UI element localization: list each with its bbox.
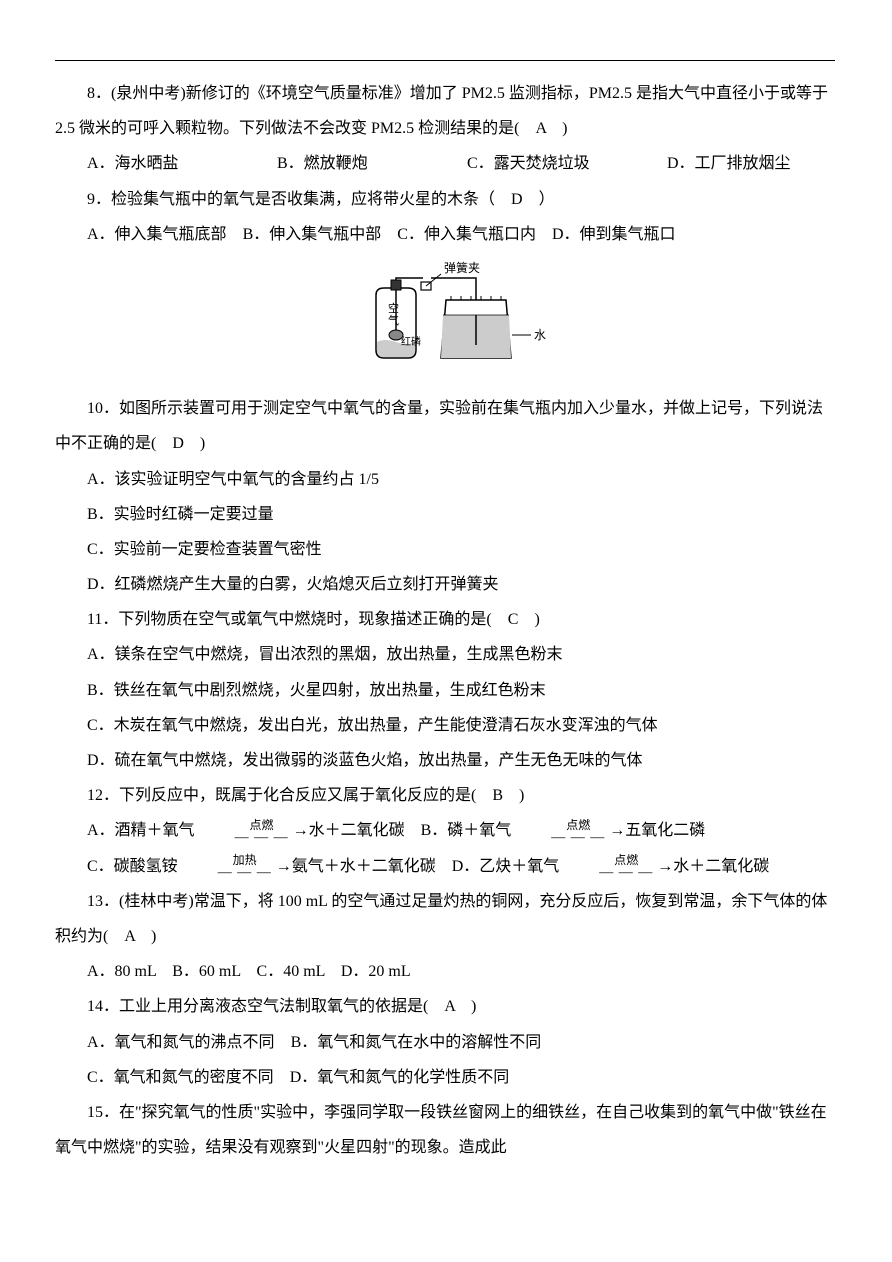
q8-source: (泉州中考) [111, 85, 186, 102]
apparatus-svg: 弹簧夹 空 气 红磷 水 [336, 260, 556, 370]
q11-number: 11． [87, 611, 118, 628]
q8-opt-d: D．工厂排放烟尘 [635, 146, 791, 181]
q9-number: 9． [87, 191, 111, 208]
q11-opt-d: D．硫在氧气中燃烧，发出微弱的淡蓝色火焰，放出热量，产生无色无味的气体 [55, 743, 837, 778]
q9-text: 检验集气瓶中的氧气是否收集满，应将带火星的木条（ [111, 191, 511, 208]
q10-number: 10． [87, 400, 119, 417]
q14-answer: A [444, 998, 455, 1015]
reaction-arrow-icon: 点燃— — — [519, 819, 605, 845]
q8-number: 8． [87, 85, 111, 102]
q14-number: 14． [87, 998, 119, 1015]
q14-opt-b: B．氧气和氮气在水中的溶解性不同 [291, 1034, 542, 1051]
question-14: 14．工业上用分离液态空气法制取氧气的依据是( A ) [55, 989, 837, 1024]
q10-text: 如图所示装置可用于测定空气中氧气的含量，实验前在集气瓶内加入少量水，并做上记号，… [55, 400, 823, 452]
q14-options-row2: C．氧气和氮气的密度不同 D．氧气和氮气的化学性质不同 [55, 1060, 837, 1095]
q8-opt-b: B．燃放鞭炮 [245, 146, 435, 181]
q12-opt-a-pre: A．酒精＋氧气 [87, 822, 199, 839]
label-air-2: 气 [388, 313, 399, 327]
q15-number: 15． [87, 1104, 119, 1121]
q12-opt-a-post: →水＋二氧化碳 [293, 822, 405, 839]
q11-answer: C [508, 611, 519, 628]
question-11: 11．下列物质在空气或氧气中燃烧时，现象描述正确的是( C ) [55, 602, 837, 637]
q9-answer: D [511, 191, 523, 208]
q9-options: A．伸入集气瓶底部 B．伸入集气瓶中部 C．伸入集气瓶口内 D．伸到集气瓶口 [55, 217, 837, 252]
q13-answer: A [124, 928, 135, 945]
q12-opt-b-pre: B．磷＋氧气 [421, 822, 516, 839]
q13-opt-a: A．80 mL [87, 963, 156, 980]
q12-options-row1: A．酒精＋氧气 点燃— — —→水＋二氧化碳 B．磷＋氧气 点燃— — —→五氧… [55, 813, 837, 848]
q13-options: A．80 mL B．60 mL C．40 mL D．20 mL [55, 954, 837, 989]
label-water: 水 [534, 328, 546, 342]
q12-opt-b-post: →五氧化二磷 [609, 822, 705, 839]
q10-text-end: ) [184, 435, 205, 452]
q8-text-end: ) [546, 120, 567, 137]
q13-number: 13． [87, 893, 119, 910]
q11-opt-b: B．铁丝在氧气中剧烈燃烧，火星四射，放出热量，生成红色粉末 [55, 673, 837, 708]
q9-text-end: ） [523, 191, 555, 208]
q11-text-end: ) [518, 611, 539, 628]
q12-number: 12． [87, 787, 119, 804]
reaction-arrow-icon: 加热— — — [186, 854, 272, 880]
q10-opt-c: C．实验前一定要检查装置气密性 [55, 532, 837, 567]
q12-text-end: ) [503, 787, 524, 804]
q9-opt-a: A．伸入集气瓶底部 [87, 226, 227, 243]
question-12: 12．下列反应中，既属于化合反应又属于氧化反应的是( B ) [55, 778, 837, 813]
q10-answer: D [172, 435, 184, 452]
reaction-arrow-icon: 点燃— — — [567, 854, 653, 880]
reaction-arrow-icon: 点燃— — — [203, 819, 289, 845]
q12-text: 下列反应中，既属于化合反应又属于氧化反应的是( [119, 787, 492, 804]
q9-opt-c: C．伸入集气瓶口内 [397, 226, 536, 243]
q14-options-row1: A．氧气和氮气的沸点不同 B．氧气和氮气在水中的溶解性不同 [55, 1025, 837, 1060]
question-10: 10．如图所示装置可用于测定空气中氧气的含量，实验前在集气瓶内加入少量水，并做上… [55, 391, 837, 461]
q12-opt-c-post: →氨气＋水＋二氧化碳 [276, 858, 436, 875]
q8-opt-a: A．海水晒盐 [55, 146, 245, 181]
q13-opt-c: C．40 mL [257, 963, 325, 980]
q12-options-row2: C．碳酸氢铵 加热— — —→氨气＋水＋二氧化碳 D．乙炔＋氧气 点燃— — —… [55, 849, 837, 884]
q14-text: 工业上用分离液态空气法制取氧气的依据是( [119, 998, 444, 1015]
q11-opt-a: A．镁条在空气中燃烧，冒出浓烈的黑烟，放出热量，生成黑色粉末 [55, 637, 837, 672]
q13-opt-d: D．20 mL [341, 963, 411, 980]
q9-opt-d: D．伸到集气瓶口 [552, 226, 676, 243]
q13-text-end: ) [135, 928, 156, 945]
q15-text: 在"探究氧气的性质"实验中，李强同学取一段铁丝窗网上的细铁丝，在自己收集到的氧气… [55, 1104, 827, 1156]
question-8: 8．(泉州中考)新修订的《环境空气质量标准》增加了 PM2.5 监测指标，PM2… [55, 76, 837, 146]
label-air-1: 空 [388, 301, 399, 315]
q10-opt-b: B．实验时红磷一定要过量 [55, 497, 837, 532]
question-13: 13．(桂林中考)常温下，将 100 mL 的空气通过足量灼热的铜网，充分反应后… [55, 884, 837, 954]
q12-answer: B [492, 787, 503, 804]
label-clip: 弹簧夹 [444, 260, 480, 275]
q8-opt-c: C．露天焚烧垃圾 [435, 146, 635, 181]
q14-opt-a: A．氧气和氮气的沸点不同 [87, 1034, 275, 1051]
q11-opt-c: C．木炭在氧气中燃烧，发出白光，放出热量，产生能使澄清石灰水变浑浊的气体 [55, 708, 837, 743]
q12-opt-d-pre: D．乙炔＋氧气 [452, 858, 564, 875]
q10-opt-d: D．红磷燃烧产生大量的白雾，火焰熄灭后立刻打开弹簧夹 [55, 567, 837, 602]
q11-text: 下列物质在空气或氧气中燃烧时，现象描述正确的是( [118, 611, 507, 628]
q12-opt-d-post: →水＋二氧化碳 [657, 858, 769, 875]
q14-opt-c: C．氧气和氮气的密度不同 [87, 1069, 274, 1086]
q13-source: (桂林中考) [119, 893, 194, 910]
q8-options: A．海水晒盐 B．燃放鞭炮 C．露天焚烧垃圾 D．工厂排放烟尘 [55, 146, 837, 181]
q14-text-end: ) [455, 998, 476, 1015]
q9-opt-b: B．伸入集气瓶中部 [243, 226, 382, 243]
page-top-rule [55, 60, 835, 61]
q13-opt-b: B．60 mL [172, 963, 240, 980]
question-9: 9．检验集气瓶中的氧气是否收集满，应将带火星的木条（ D ） [55, 182, 837, 217]
apparatus-diagram: 弹簧夹 空 气 红磷 水 [55, 260, 837, 383]
question-15: 15．在"探究氧气的性质"实验中，李强同学取一段铁丝窗网上的细铁丝，在自己收集到… [55, 1095, 837, 1165]
q12-opt-c-pre: C．碳酸氢铵 [87, 858, 182, 875]
label-phos: 红磷 [401, 335, 421, 348]
q14-opt-d: D．氧气和氮气的化学性质不同 [290, 1069, 510, 1086]
q10-opt-a: A．该实验证明空气中氧气的含量约占 1/5 [55, 462, 837, 497]
q8-answer: A [535, 120, 546, 137]
